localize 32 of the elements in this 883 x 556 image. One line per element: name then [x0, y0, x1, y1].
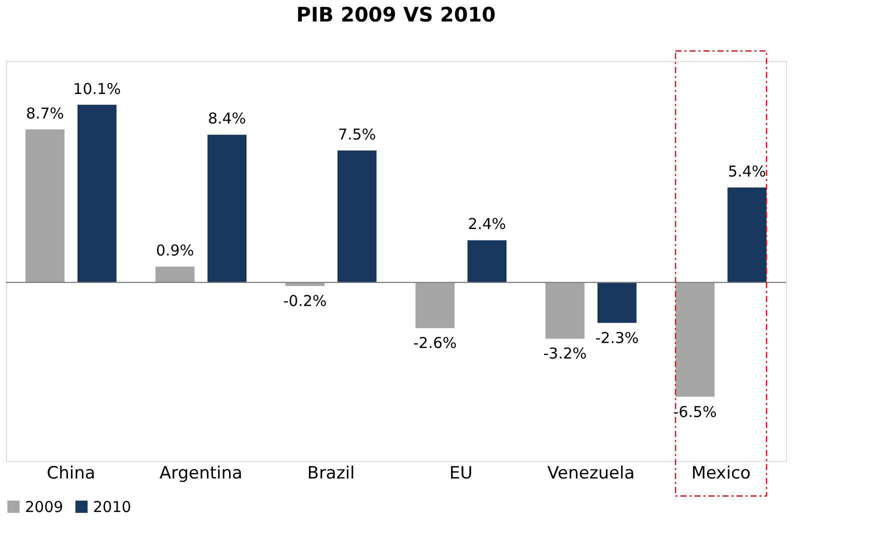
- bar: [416, 282, 454, 328]
- data-label: 8.7%: [26, 104, 64, 122]
- data-label: 5.4%: [728, 162, 766, 180]
- x-tick-label: Argentina: [160, 464, 242, 484]
- data-label: 8.4%: [208, 110, 246, 128]
- chart-title: PIB 2009 VS 2010: [296, 2, 496, 26]
- x-tick-label: EU: [449, 464, 473, 484]
- bar: [26, 129, 64, 282]
- bar: [728, 187, 766, 282]
- data-label: -6.5%: [673, 402, 717, 421]
- data-label: 10.1%: [73, 80, 121, 98]
- data-label: -2.3%: [595, 328, 639, 347]
- x-tick-label: Brazil: [307, 464, 355, 484]
- bar: [208, 134, 246, 282]
- data-label: 7.5%: [338, 126, 376, 144]
- x-tick-label: Mexico: [691, 464, 751, 484]
- bar: [156, 266, 194, 282]
- x-tick-label: China: [46, 464, 96, 484]
- legend-label: 2010: [93, 498, 132, 516]
- x-tick-label: Venezuela: [547, 464, 635, 484]
- data-label: 2.4%: [468, 215, 506, 234]
- legend-label: 2009: [25, 498, 64, 516]
- bar: [546, 282, 584, 339]
- bar: [338, 150, 376, 282]
- data-label: 0.9%: [156, 242, 194, 260]
- bar: [676, 282, 714, 397]
- bar: [468, 240, 506, 282]
- data-label: -3.2%: [543, 344, 587, 363]
- bar: [598, 282, 636, 323]
- data-label: -0.2%: [283, 292, 327, 310]
- data-label: -2.6%: [413, 334, 457, 352]
- bar: [78, 104, 116, 282]
